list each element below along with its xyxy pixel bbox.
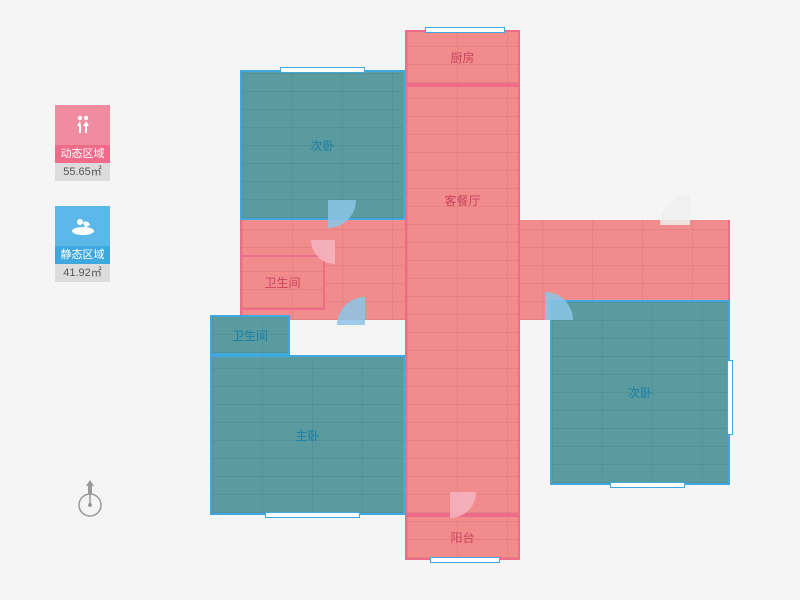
- window-5: [610, 482, 685, 488]
- room-bathroom1: 卫生间: [240, 255, 325, 310]
- window-0: [280, 67, 365, 73]
- window-1: [425, 27, 505, 33]
- legend-panel: 动态区域 55.65㎡ 静态区域 41.92㎡: [55, 105, 110, 307]
- dynamic-label: 动态区域: [55, 145, 110, 163]
- floorplan: 客餐厅厨房次卧卫生间卫生间主卧次卧阳台: [210, 30, 730, 560]
- room-label-bedroom2-top: 次卧: [310, 137, 334, 154]
- door-4: [660, 195, 690, 225]
- room-bedroom2-right: 次卧: [550, 300, 730, 485]
- static-label: 静态区域: [55, 246, 110, 264]
- room-label-kitchen: 厨房: [450, 49, 474, 66]
- legend-static: 静态区域 41.92㎡: [55, 206, 110, 282]
- window-4: [430, 557, 500, 563]
- window-2: [727, 360, 733, 435]
- static-icon: [55, 206, 110, 246]
- compass-icon: [75, 480, 105, 520]
- room-label-bathroom1: 卫生间: [264, 274, 300, 291]
- room-label-master: 主卧: [295, 427, 319, 444]
- room-balcony: 阳台: [405, 515, 520, 560]
- room-label-bathroom2: 卫生间: [232, 327, 268, 344]
- window-3: [265, 512, 360, 518]
- room-label-bedroom2-right: 次卧: [628, 384, 652, 401]
- room-bedroom2-top: 次卧: [240, 70, 405, 220]
- dynamic-icon: [55, 105, 110, 145]
- static-value: 41.92㎡: [55, 264, 110, 282]
- room-bathroom2: 卫生间: [210, 315, 290, 355]
- room-master: 主卧: [210, 355, 405, 515]
- legend-dynamic: 动态区域 55.65㎡: [55, 105, 110, 181]
- room-label-living: 客餐厅: [444, 192, 480, 209]
- room-living: 客餐厅: [405, 85, 520, 515]
- dynamic-value: 55.65㎡: [55, 163, 110, 181]
- room-kitchen: 厨房: [405, 30, 520, 85]
- room-label-balcony: 阳台: [450, 529, 474, 546]
